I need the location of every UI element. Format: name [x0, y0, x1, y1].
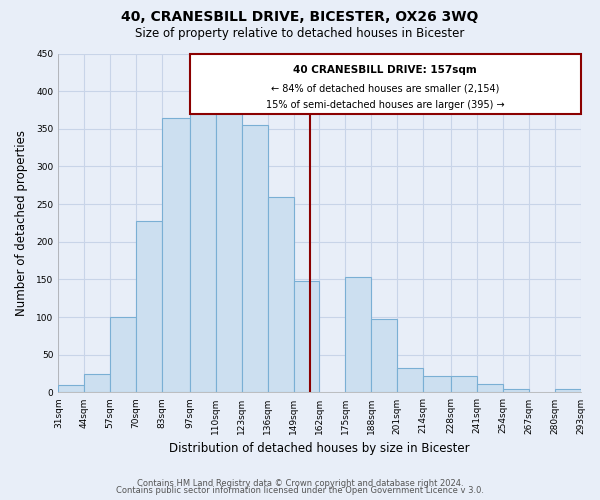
Bar	[58, 385, 85, 392]
Bar	[162, 118, 190, 392]
Text: Contains public sector information licensed under the Open Government Licence v : Contains public sector information licen…	[116, 486, 484, 495]
Bar	[477, 384, 503, 392]
Text: 15% of semi-detached houses are larger (395) →: 15% of semi-detached houses are larger (…	[266, 100, 505, 110]
Bar	[451, 376, 477, 392]
Bar	[190, 114, 216, 392]
Text: Contains HM Land Registry data © Crown copyright and database right 2024.: Contains HM Land Registry data © Crown c…	[137, 478, 463, 488]
Bar	[423, 376, 451, 392]
Text: Size of property relative to detached houses in Bicester: Size of property relative to detached ho…	[136, 28, 464, 40]
Bar	[216, 112, 242, 392]
Bar	[397, 368, 423, 392]
Bar	[268, 196, 293, 392]
Bar	[293, 281, 319, 392]
X-axis label: Distribution of detached houses by size in Bicester: Distribution of detached houses by size …	[169, 442, 470, 455]
Bar	[110, 317, 136, 392]
Bar	[85, 374, 110, 392]
Bar	[503, 390, 529, 392]
FancyBboxPatch shape	[190, 54, 581, 114]
Text: 40, CRANESBILL DRIVE, BICESTER, OX26 3WQ: 40, CRANESBILL DRIVE, BICESTER, OX26 3WQ	[121, 10, 479, 24]
Bar	[371, 320, 397, 392]
Text: 40 CRANESBILL DRIVE: 157sqm: 40 CRANESBILL DRIVE: 157sqm	[293, 66, 477, 76]
Bar	[242, 125, 268, 392]
Y-axis label: Number of detached properties: Number of detached properties	[15, 130, 28, 316]
Bar	[554, 390, 581, 392]
Bar	[346, 277, 371, 392]
Text: ← 84% of detached houses are smaller (2,154): ← 84% of detached houses are smaller (2,…	[271, 84, 499, 94]
Bar	[136, 220, 162, 392]
